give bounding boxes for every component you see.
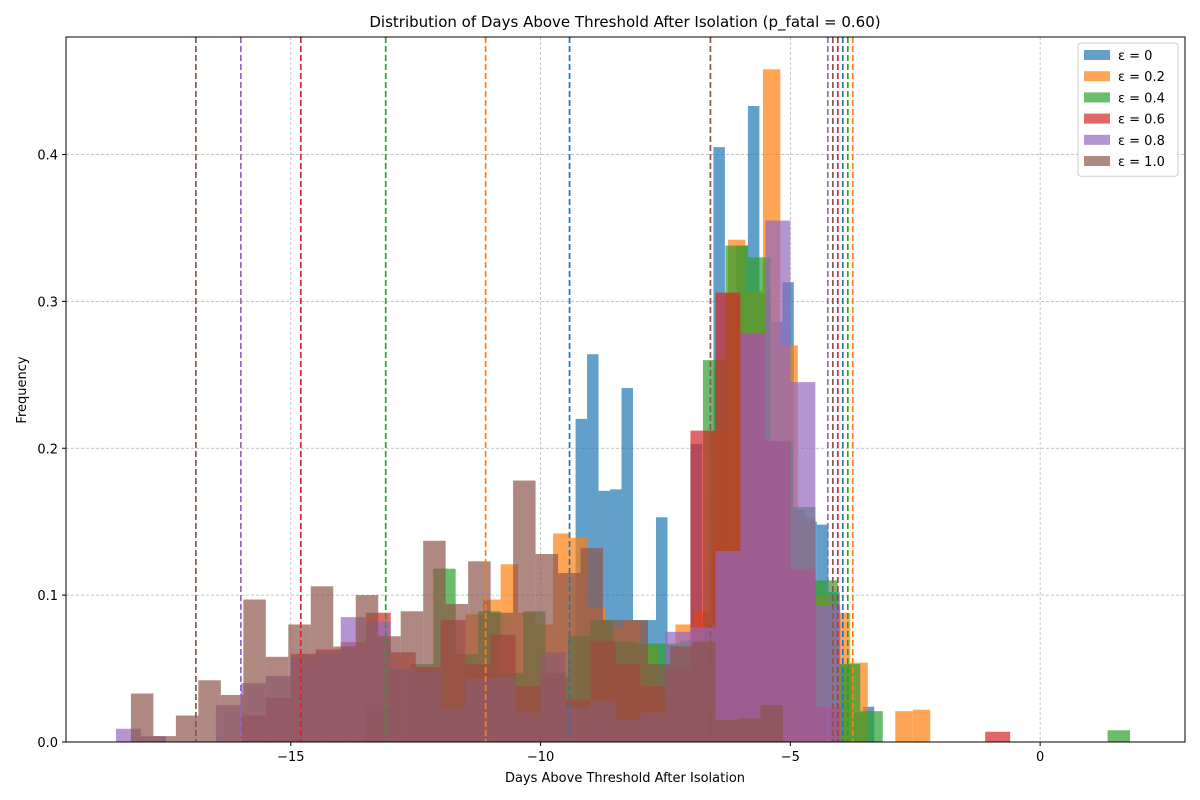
x-tick-label: 0 — [1036, 750, 1044, 765]
histogram-bar — [333, 646, 356, 742]
histogram-bar — [513, 480, 536, 742]
legend-swatch — [1084, 156, 1110, 166]
histogram-bar — [895, 711, 913, 742]
histogram-bar — [790, 382, 816, 742]
y-tick-label: 0.0 — [37, 736, 58, 751]
legend-swatch — [1084, 134, 1110, 145]
histogram-bar — [445, 603, 469, 742]
legend-label: ε = 0.2 — [1118, 70, 1165, 85]
histogram-bar — [692, 642, 716, 742]
histogram-bar — [1107, 730, 1131, 742]
histogram-bar — [655, 517, 668, 742]
histogram-bar — [490, 612, 514, 742]
histogram-bar — [468, 561, 491, 742]
histogram-bar — [265, 656, 289, 742]
histogram-bar — [860, 711, 883, 742]
chart-title: Distribution of Days Above Threshold Aft… — [369, 13, 880, 32]
histogram-bar — [175, 715, 199, 742]
histogram-bar — [198, 680, 221, 742]
histogram-bar — [153, 736, 176, 742]
histogram-bar — [985, 731, 1011, 742]
histogram-bar — [288, 624, 311, 742]
histogram-bar — [400, 611, 424, 742]
histogram-bar — [220, 695, 244, 742]
x-tick-label: −15 — [277, 750, 304, 765]
histogram-bar — [378, 636, 401, 742]
legend-label: ε = 0 — [1118, 49, 1152, 64]
histogram-bar — [310, 586, 334, 742]
histogram-bar — [715, 719, 738, 742]
legend-label: ε = 0.8 — [1118, 134, 1165, 149]
legend-label: ε = 0.4 — [1118, 91, 1165, 106]
histogram-bar — [130, 693, 154, 742]
x-tick-label: −10 — [527, 750, 554, 765]
plot-frame — [65, 36, 1186, 743]
histogram-bar — [647, 664, 671, 742]
histogram-bar — [603, 620, 626, 742]
x-axis-label: Days Above Threshold After Isolation — [505, 771, 745, 786]
histogram-bar — [243, 599, 266, 742]
histogram-bar — [912, 709, 931, 742]
histogram-bar — [715, 551, 741, 742]
legend-swatch — [1084, 113, 1110, 124]
histogram-bar — [765, 220, 791, 742]
histogram-bar — [815, 605, 841, 742]
histogram-bar — [610, 489, 622, 742]
histogram-bar — [760, 705, 783, 742]
legend-label: ε = 0.6 — [1118, 113, 1165, 128]
legend-swatch — [1084, 50, 1110, 60]
x-axis-ticks: −15 −10 −5 0 — [277, 742, 1044, 765]
histogram-bar — [580, 548, 604, 742]
histogram-bar — [837, 664, 861, 742]
y-tick-label: 0.2 — [37, 442, 58, 457]
histogram-bar — [423, 540, 446, 742]
mean-lines — [195, 37, 854, 742]
histogram-bar — [737, 718, 761, 742]
histogram-bar — [355, 595, 379, 742]
legend-swatch — [1084, 92, 1110, 103]
histogram-bar — [670, 646, 693, 742]
histogram-bar — [535, 554, 559, 742]
histogram-bar — [621, 388, 633, 742]
y-axis-label: Frequency — [15, 356, 30, 423]
y-tick-label: 0.4 — [37, 149, 58, 164]
histogram-bar — [740, 333, 766, 742]
x-tick-label: −5 — [781, 750, 800, 765]
legend-swatch — [1084, 71, 1110, 82]
histogram-bar — [625, 620, 648, 742]
legend: ε = 0 ε = 0.2 ε = 0.4 ε = 0.6 ε = 0.8 ε = 1.0 — [1077, 42, 1179, 177]
histogram-bars — [115, 69, 1131, 742]
y-tick-label: 0.3 — [37, 295, 58, 310]
histogram-bar — [558, 573, 581, 742]
legend-label: ε = 1.0 — [1118, 155, 1165, 170]
y-tick-label: 0.1 — [37, 589, 58, 604]
y-axis-ticks: 0.0 0.1 0.2 0.3 0.4 — [37, 149, 66, 751]
